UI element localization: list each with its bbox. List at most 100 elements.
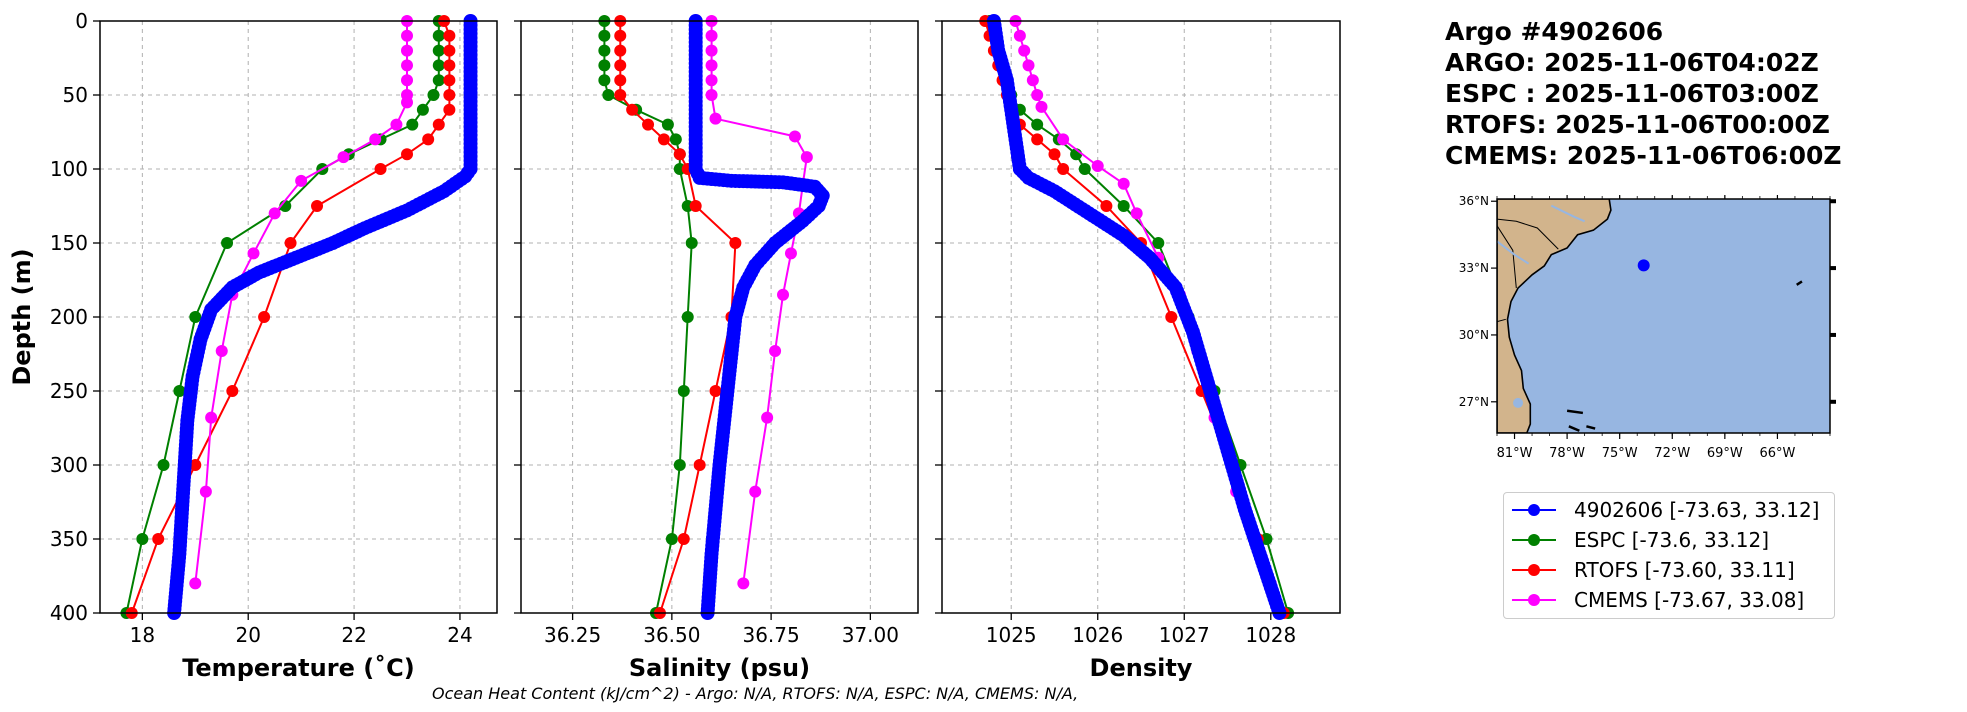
y-tick-label: 250 bbox=[50, 379, 88, 403]
y-tick-label: 400 bbox=[50, 601, 88, 625]
lat-tick-label: 33°N bbox=[1459, 261, 1489, 275]
point-espc bbox=[1260, 533, 1273, 545]
island bbox=[1566, 409, 1584, 415]
map-frame bbox=[1496, 198, 1831, 434]
lat-tick-label: 30°N bbox=[1459, 328, 1489, 342]
point-espc bbox=[432, 44, 445, 57]
point-rtofs bbox=[614, 89, 627, 101]
state-border bbox=[1497, 218, 1559, 250]
figure-title: Argo #4902606 ARGO: 2025-11-06T04:02Z ES… bbox=[1445, 16, 1842, 171]
point-espc bbox=[685, 237, 698, 249]
point-cmems bbox=[777, 288, 790, 301]
point-rtofs bbox=[1048, 148, 1061, 161]
point-rtofs bbox=[443, 59, 456, 72]
point-espc bbox=[157, 459, 170, 471]
series-group bbox=[979, 14, 1295, 620]
river bbox=[1550, 204, 1586, 223]
ohc-footnote: Ocean Heat Content (kJ/cm^2) - Argo: N/A… bbox=[432, 684, 1079, 703]
point-espc bbox=[173, 385, 186, 397]
panel-1: 0 50 100 150 200 250 300 350 400 18 20 22 24 Temperat… bbox=[8, 9, 498, 682]
point-cmems bbox=[737, 577, 750, 590]
point-rtofs bbox=[443, 29, 456, 42]
point-rtofs bbox=[689, 200, 702, 212]
point-espc bbox=[136, 533, 149, 545]
point-cmems bbox=[749, 485, 762, 498]
point-rtofs bbox=[189, 459, 202, 471]
point-rtofs bbox=[729, 237, 742, 249]
point-espc bbox=[1117, 200, 1130, 212]
series-line-cmems bbox=[1014, 20, 1272, 584]
point-cmems bbox=[215, 345, 228, 358]
x-tick-label: 37.00 bbox=[842, 623, 899, 647]
point-rtofs bbox=[432, 118, 445, 131]
point-cmems bbox=[709, 112, 722, 125]
title-line-cmems: CMEMS: 2025-11-06T06:00Z bbox=[1445, 141, 1842, 170]
island-bermuda bbox=[1796, 280, 1803, 286]
point-cmems bbox=[1026, 74, 1039, 87]
land bbox=[1497, 199, 1612, 433]
point-rtofs bbox=[614, 29, 627, 42]
point-rtofs bbox=[401, 148, 414, 161]
point-rtofs bbox=[642, 118, 655, 131]
point-cmems bbox=[401, 74, 414, 87]
legend-label-espc: ESPC [-73.6, 33.12] bbox=[1574, 528, 1770, 552]
point-espc bbox=[1031, 118, 1044, 131]
point-cmems bbox=[705, 44, 718, 57]
point-cmems bbox=[1031, 89, 1044, 101]
point-cmems bbox=[1130, 207, 1143, 220]
point-cmems bbox=[401, 96, 414, 109]
point-cmems bbox=[705, 59, 718, 72]
point-rtofs bbox=[311, 200, 324, 212]
point-rtofs bbox=[258, 311, 271, 323]
point-rtofs bbox=[709, 385, 722, 397]
point-cmems bbox=[1018, 44, 1031, 57]
point-cmems bbox=[1013, 29, 1026, 42]
x-tick-label: 1028 bbox=[1245, 623, 1296, 647]
island bbox=[1586, 425, 1596, 430]
legend-swatch-espc bbox=[1512, 530, 1556, 550]
point-espc bbox=[1152, 237, 1165, 249]
x-tick-label: 24 bbox=[447, 623, 472, 647]
y-tick-label: 50 bbox=[63, 83, 88, 107]
y-tick-label: 200 bbox=[50, 305, 88, 329]
point-espc bbox=[677, 385, 690, 397]
title-line-float: Argo #4902606 bbox=[1445, 17, 1664, 46]
point-espc bbox=[602, 89, 615, 101]
lat-tick-label: 27°N bbox=[1459, 395, 1489, 409]
title-line-espc: ESPC : 2025-11-06T03:00Z bbox=[1445, 79, 1819, 108]
point-rtofs bbox=[443, 44, 456, 57]
point-cmems bbox=[401, 29, 414, 42]
y-tick-label: 350 bbox=[50, 527, 88, 551]
point-cmems bbox=[337, 151, 350, 164]
lon-tick-label: 72°W bbox=[1654, 446, 1690, 461]
x-tick-label: 18 bbox=[130, 623, 155, 647]
island bbox=[1568, 425, 1580, 432]
point-espc bbox=[598, 44, 611, 57]
point-espc bbox=[598, 74, 611, 87]
point-rtofs bbox=[443, 74, 456, 87]
legend-entry-cmems: CMEMS [-73.67, 33.08] bbox=[1512, 586, 1804, 614]
title-line-rtofs: RTOFS: 2025-11-06T00:00Z bbox=[1445, 110, 1830, 139]
point-rtofs bbox=[693, 459, 706, 471]
lake bbox=[1513, 397, 1524, 408]
inset-map: 81°W 78°W 75°W 72°W 69°W 66°W 36°N 33°N 30°N 27°N bbox=[1459, 194, 1836, 461]
point-espc bbox=[665, 533, 678, 545]
point-espc bbox=[1078, 163, 1091, 175]
legend: 4902606 [-73.63, 33.12] ESPC [-73.6, 33.… bbox=[1503, 492, 1835, 619]
point-cmems bbox=[800, 151, 813, 164]
lon-tick-label: 66°W bbox=[1759, 446, 1795, 461]
y-tick-label: 150 bbox=[50, 231, 88, 255]
series-line-cmems bbox=[710, 21, 808, 584]
y-axis-label: Depth (m) bbox=[8, 248, 36, 385]
point-espc bbox=[427, 89, 440, 101]
point-rtofs bbox=[677, 533, 690, 545]
point-rtofs bbox=[226, 385, 239, 397]
legend-entry-espc: ESPC [-73.6, 33.12] bbox=[1512, 526, 1769, 554]
point-rtofs bbox=[626, 103, 639, 116]
point-espc bbox=[189, 311, 202, 323]
point-cmems bbox=[390, 118, 403, 131]
point-cmems bbox=[401, 59, 414, 72]
point-espc bbox=[681, 311, 694, 323]
point-cmems bbox=[705, 74, 718, 87]
